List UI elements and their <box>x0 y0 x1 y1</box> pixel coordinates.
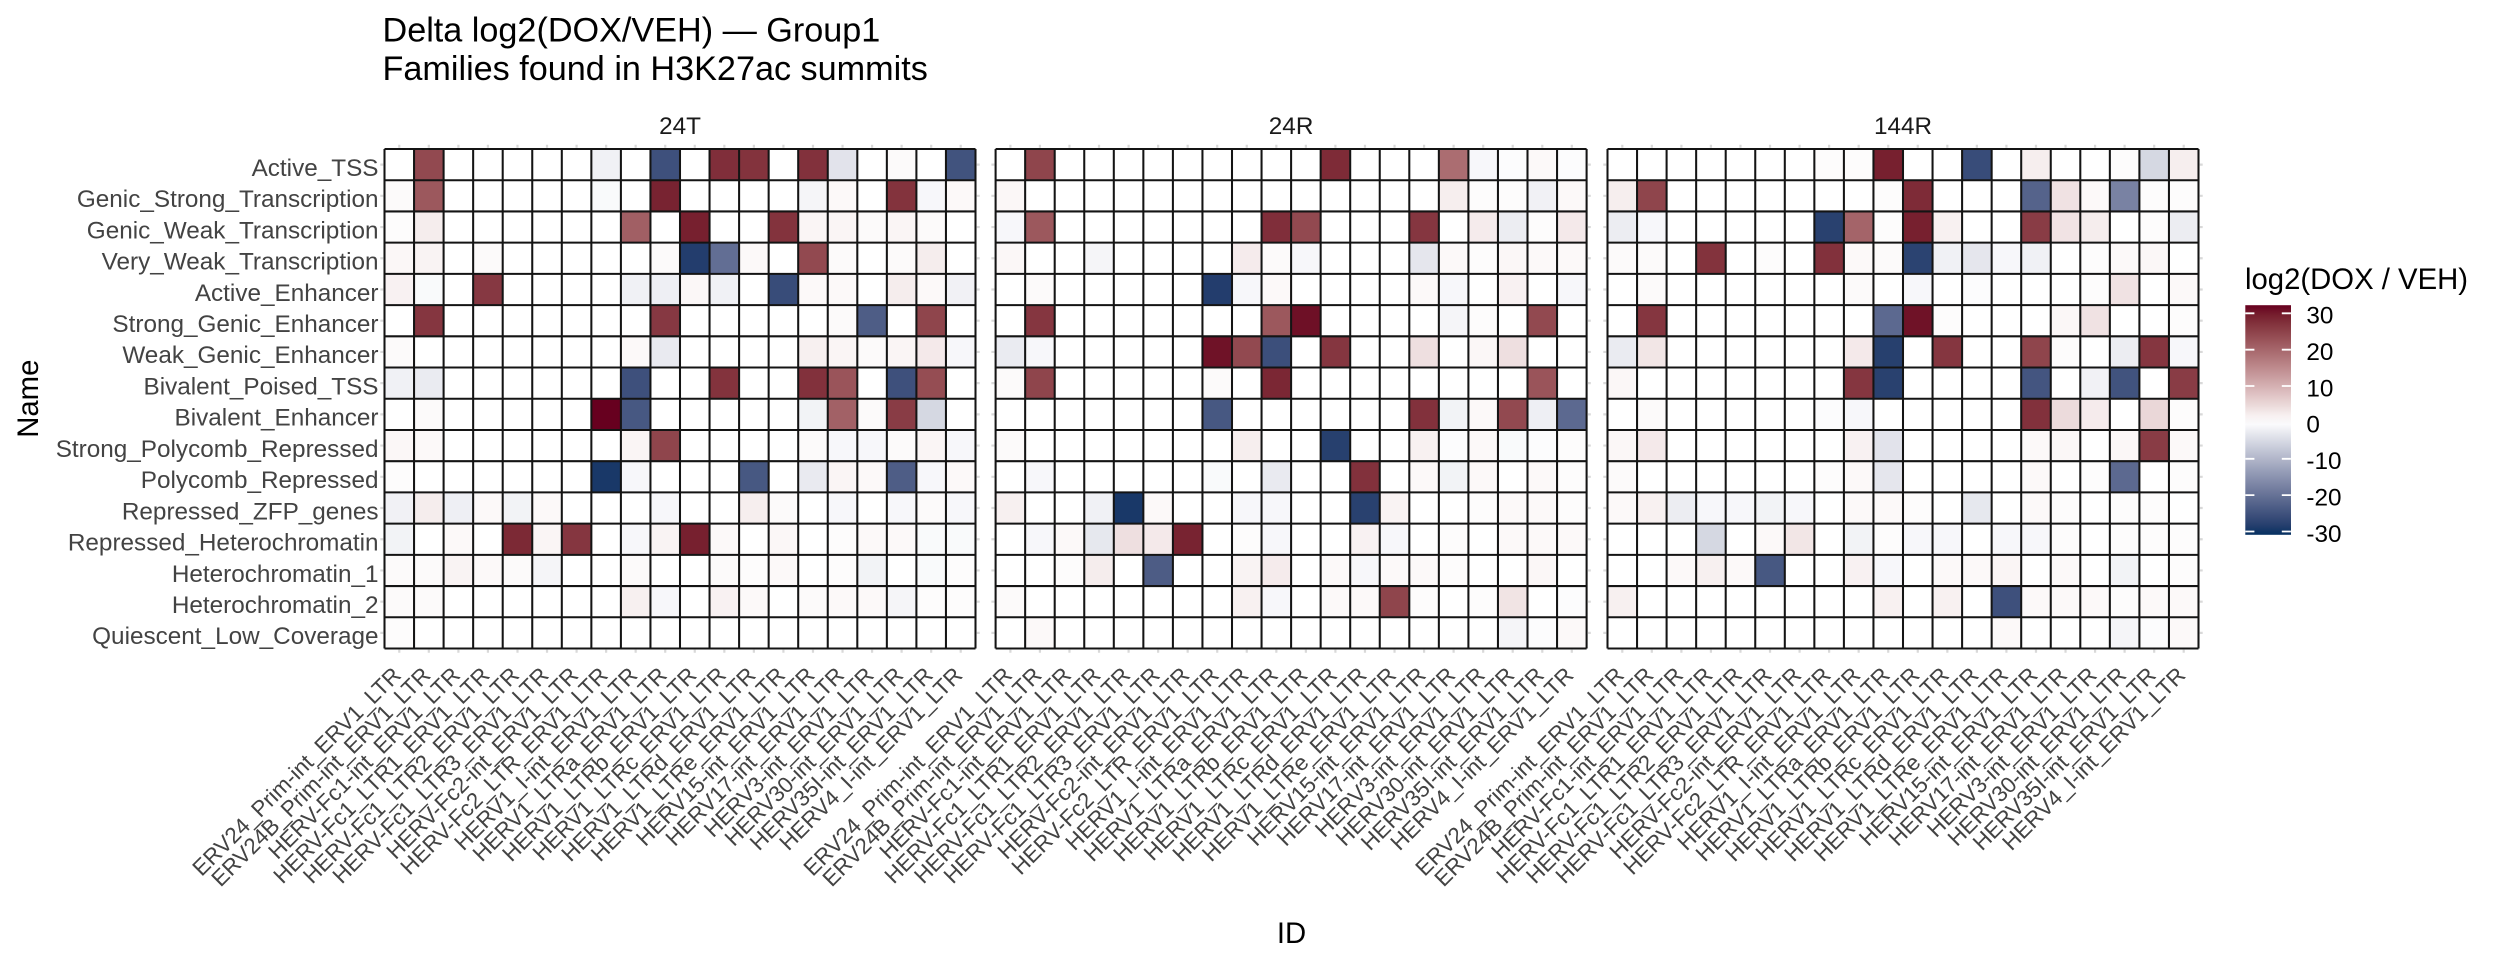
svg-text:Genic_Weak_Transcription: Genic_Weak_Transcription <box>87 217 379 244</box>
svg-text:30: 30 <box>2306 303 2333 330</box>
svg-text:Repressed_Heterochromatin: Repressed_Heterochromatin <box>68 530 379 557</box>
svg-text:Active_TSS: Active_TSS <box>252 155 379 182</box>
svg-text:Strong_Polycomb_Repressed: Strong_Polycomb_Repressed <box>56 436 379 463</box>
svg-text:0: 0 <box>2306 412 2320 439</box>
svg-text:-10: -10 <box>2306 448 2341 475</box>
svg-text:Families found in H3K27ac summ: Families found in H3K27ac summits <box>383 50 928 88</box>
svg-text:Bivalent_Enhancer: Bivalent_Enhancer <box>175 405 379 432</box>
svg-text:Name: Name <box>12 360 45 438</box>
svg-text:10: 10 <box>2306 375 2333 402</box>
svg-text:Weak_Genic_Enhancer: Weak_Genic_Enhancer <box>122 342 378 369</box>
svg-text:20: 20 <box>2306 339 2333 366</box>
svg-text:Quiescent_Low_Coverage: Quiescent_Low_Coverage <box>92 623 378 650</box>
svg-text:144R: 144R <box>1874 113 1932 140</box>
svg-text:-20: -20 <box>2306 484 2341 511</box>
svg-text:24R: 24R <box>1269 113 1314 140</box>
svg-text:Polycomb_Repressed: Polycomb_Repressed <box>141 467 379 494</box>
svg-text:Heterochromatin_1: Heterochromatin_1 <box>172 561 379 588</box>
svg-text:Heterochromatin_2: Heterochromatin_2 <box>172 592 379 619</box>
svg-text:24T: 24T <box>659 113 701 140</box>
svg-text:-30: -30 <box>2306 521 2341 548</box>
svg-text:Delta log2(DOX/VEH) — Group1: Delta log2(DOX/VEH) — Group1 <box>383 12 881 50</box>
svg-text:Very_Weak_Transcription: Very_Weak_Transcription <box>102 249 379 276</box>
svg-text:Genic_Strong_Transcription: Genic_Strong_Transcription <box>77 186 379 213</box>
svg-text:ID: ID <box>1277 917 1306 950</box>
svg-text:Bivalent_Poised_TSS: Bivalent_Poised_TSS <box>143 373 378 400</box>
svg-text:Repressed_ZFP_genes: Repressed_ZFP_genes <box>122 498 379 525</box>
svg-text:Active_Enhancer: Active_Enhancer <box>195 280 379 307</box>
svg-text:log2(DOX / VEH): log2(DOX / VEH) <box>2245 263 2468 296</box>
svg-text:Strong_Genic_Enhancer: Strong_Genic_Enhancer <box>112 311 378 338</box>
